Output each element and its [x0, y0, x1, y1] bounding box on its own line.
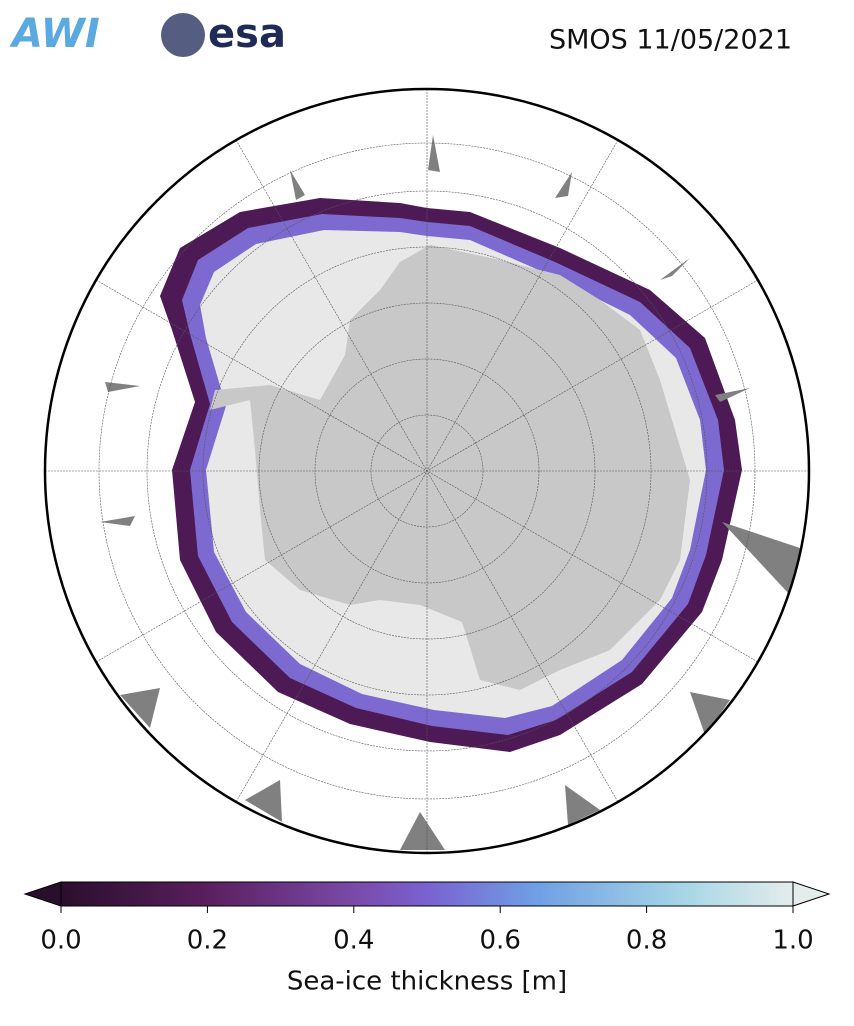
map-frame [43, 87, 811, 855]
colorbar-tick-label: 0.0 [40, 926, 81, 956]
map [45, 89, 809, 853]
colorbar-tick-label: 0.2 [187, 926, 228, 956]
colorbar-tick-label: 1.0 [772, 926, 813, 956]
colorbar: Sea-ice thickness [m] 0.0 0.2 0.4 0.6 0.8 1.0 [23, 881, 831, 997]
colorbar-tick-label: 0.8 [626, 926, 667, 956]
esa-logo: esa [208, 11, 286, 57]
colorbar-label: Sea-ice thickness [m] [287, 967, 567, 997]
colorbar-tick-label: 0.6 [480, 926, 521, 956]
colorbar-extend-low [23, 881, 62, 907]
antarctica [210, 245, 690, 690]
colorbar-extend-high [792, 881, 831, 907]
land-fragments [100, 135, 800, 850]
esa-logo-mark [161, 13, 205, 57]
colorbar-gradient [60, 881, 794, 907]
awi-logo: AWI [9, 11, 100, 57]
title: SMOS 11/05/2021 [549, 25, 792, 56]
graticule [45, 89, 809, 853]
colorbar-tick-label: 0.4 [333, 926, 374, 956]
